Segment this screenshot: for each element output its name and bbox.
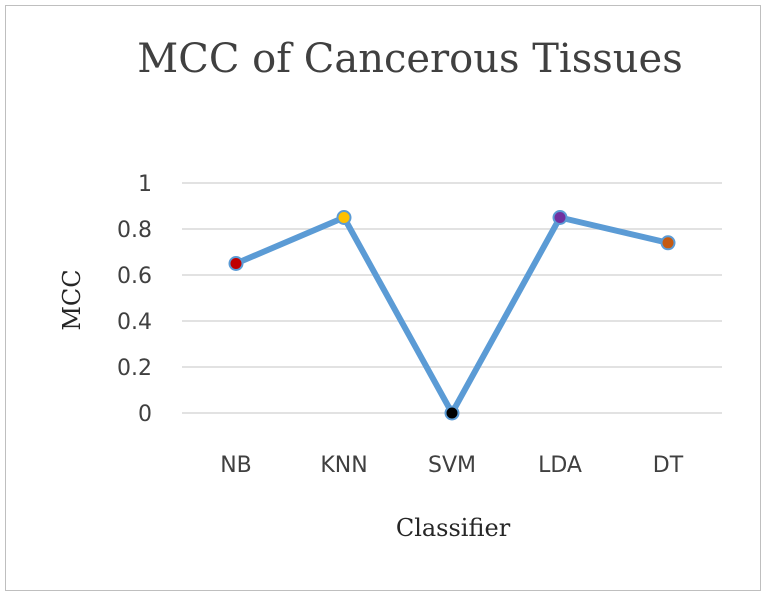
chart-frame [5, 5, 761, 591]
chart-title: MCC of Cancerous Tissues [137, 36, 682, 82]
y-tick-label: 0.6 [117, 264, 152, 289]
x-tick-label: NB [220, 453, 252, 478]
x-tick-labels: NB KNN SVM LDA DT [220, 453, 684, 478]
series-line [233, 214, 671, 416]
data-point-svm [444, 405, 460, 421]
data-point-dt [660, 235, 676, 251]
y-tick-label: 1 [138, 172, 152, 197]
x-tick-label: KNN [320, 453, 367, 478]
data-point-nb [228, 256, 244, 271]
x-tick-label: DT [653, 453, 684, 478]
y-tick-label: 0.8 [117, 218, 152, 243]
y-tick-labels: 0 0.2 0.4 0.6 0.8 1 [117, 172, 152, 427]
data-markers [228, 210, 676, 421]
gridlines [182, 182, 722, 414]
y-tick-label: 0 [138, 402, 152, 427]
x-tick-label: LDA [538, 453, 582, 478]
data-point-knn [336, 210, 352, 225]
y-tick-label: 0.2 [117, 356, 152, 381]
y-tick-label: 0.4 [117, 310, 152, 335]
x-axis-title: Classifier [396, 514, 511, 542]
data-point-lda [552, 210, 568, 225]
x-tick-label: SVM [428, 453, 476, 478]
y-axis-title: MCC [58, 269, 86, 330]
